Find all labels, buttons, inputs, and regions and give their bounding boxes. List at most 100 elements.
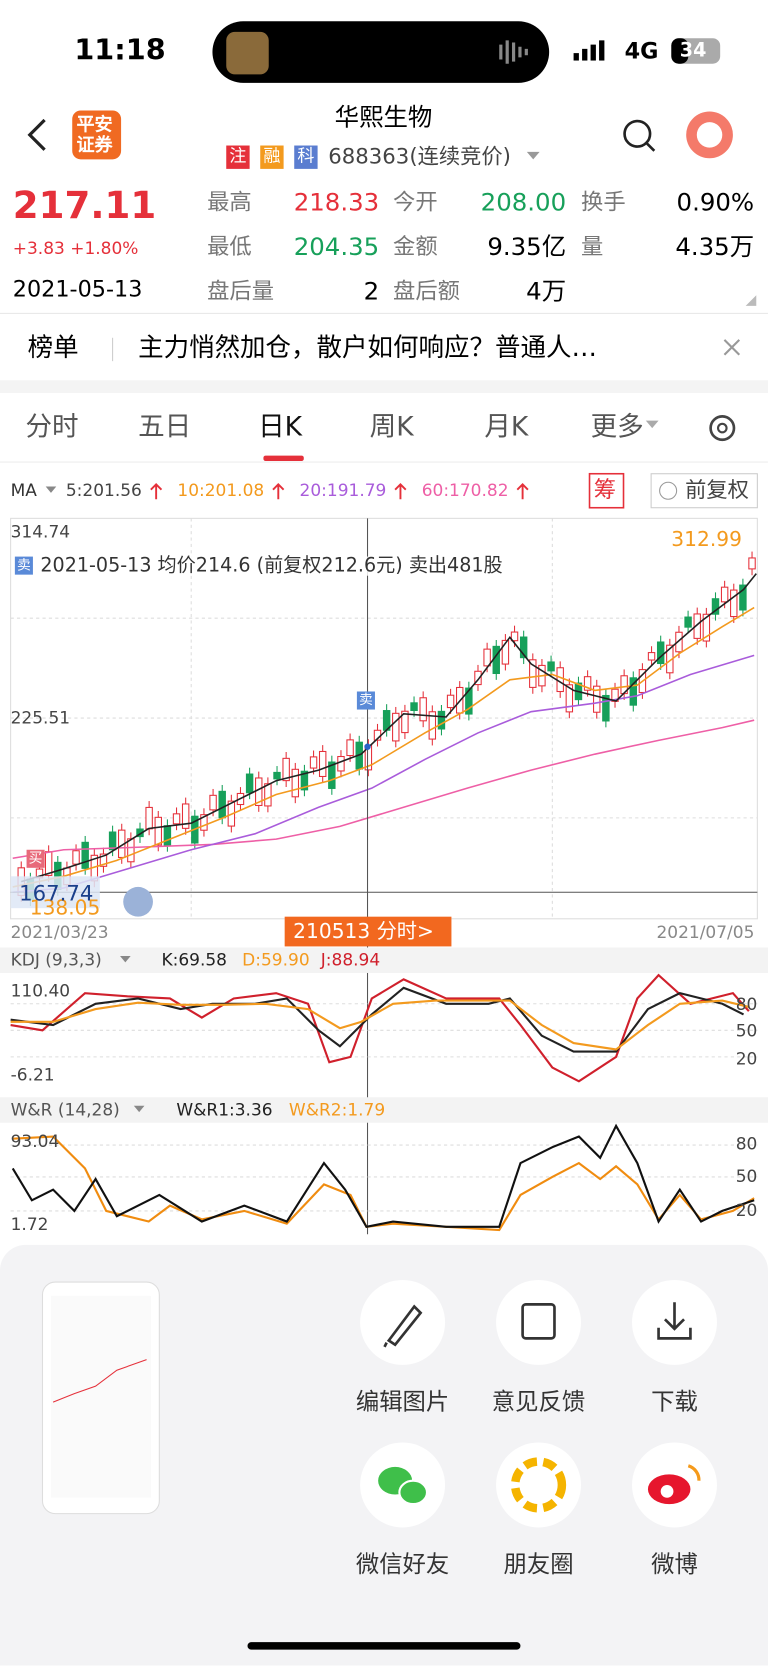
level: 50 bbox=[735, 1166, 758, 1187]
action-label[interactable]: 朋友圈 bbox=[503, 1551, 574, 1579]
field-value: 218.33 bbox=[293, 189, 380, 217]
candle-body bbox=[656, 641, 665, 665]
tab[interactable]: 周K bbox=[369, 411, 414, 442]
candle-body bbox=[483, 648, 491, 667]
candle-body bbox=[72, 850, 80, 865]
tab[interactable]: 分时 bbox=[25, 411, 79, 442]
field-label: 金额 bbox=[393, 233, 438, 260]
annotation-icon: 卖 bbox=[14, 556, 33, 575]
annotation: 2021-05-13 均价214.6 (前复权212.6元) 卖出481股 bbox=[40, 554, 503, 577]
chip-box[interactable] bbox=[588, 472, 625, 509]
field-label: 盘后量 bbox=[207, 278, 275, 304]
wechat-button[interactable] bbox=[360, 1442, 446, 1528]
dropdown-icon[interactable] bbox=[526, 151, 540, 160]
ma-label[interactable]: MA bbox=[10, 480, 37, 501]
candle-body bbox=[154, 816, 162, 846]
tab[interactable]: 更多 bbox=[590, 411, 644, 442]
level: 50 bbox=[735, 1020, 758, 1041]
candle-body bbox=[565, 684, 574, 713]
candle-body bbox=[748, 557, 756, 570]
candle-body bbox=[392, 712, 400, 742]
level: 80 bbox=[735, 994, 758, 1015]
chip[interactable]: 筹 bbox=[593, 476, 617, 503]
axis-label: 1.72 bbox=[10, 1214, 49, 1235]
feedback-button[interactable] bbox=[496, 1279, 582, 1365]
wr2-line bbox=[12, 1135, 755, 1232]
price: 217.11 bbox=[12, 184, 157, 228]
ma20: 20:191.79 bbox=[299, 480, 387, 501]
action-label[interactable]: 微信好友 bbox=[355, 1551, 450, 1579]
candle-body bbox=[264, 783, 272, 807]
kdj-d-line bbox=[10, 999, 750, 1051]
candle-body bbox=[337, 755, 345, 772]
candle-body bbox=[328, 761, 336, 789]
settings-core bbox=[716, 422, 728, 434]
kdj-k-line bbox=[10, 986, 745, 1053]
tag: 融 bbox=[260, 145, 284, 169]
candle-body bbox=[730, 589, 738, 618]
low-label-bg bbox=[10, 876, 100, 909]
kdj-j: J:88.94 bbox=[320, 949, 381, 970]
minute-button[interactable] bbox=[284, 916, 452, 947]
moments-button[interactable] bbox=[496, 1442, 582, 1528]
edit-button[interactable] bbox=[360, 1279, 446, 1365]
minute-link[interactable]: 210513 分时> bbox=[293, 919, 434, 944]
search-icon[interactable] bbox=[623, 119, 652, 148]
candle-body bbox=[163, 825, 172, 846]
action-label[interactable]: 编辑图片 bbox=[355, 1389, 450, 1416]
download-button[interactable] bbox=[632, 1279, 717, 1365]
adjust[interactable]: 前复权 bbox=[685, 476, 749, 503]
battery-level bbox=[671, 38, 689, 64]
back-icon[interactable] bbox=[27, 118, 46, 151]
logo bbox=[72, 110, 122, 160]
candle-body bbox=[401, 710, 409, 734]
ma5-line bbox=[21, 573, 757, 883]
action-label[interactable]: 下载 bbox=[651, 1389, 698, 1416]
ma-arrow bbox=[45, 486, 57, 493]
kdj-d: D:59.90 bbox=[242, 949, 310, 970]
sell-marker: 卖 bbox=[356, 691, 375, 710]
tab-active[interactable]: 日K bbox=[258, 411, 303, 442]
expand-icon[interactable] bbox=[123, 886, 153, 917]
field-value: 204.35 bbox=[293, 233, 380, 262]
wr1-line bbox=[11, 1123, 755, 1229]
adjust-box[interactable] bbox=[650, 473, 758, 509]
field-value: 2 bbox=[363, 278, 380, 306]
low-label: 167.74 bbox=[19, 880, 94, 907]
wr-header-bg bbox=[0, 1097, 768, 1123]
close-icon[interactable] bbox=[723, 339, 741, 356]
candle-body bbox=[218, 790, 226, 819]
weibo-button[interactable] bbox=[632, 1442, 717, 1528]
level: 20 bbox=[735, 1048, 758, 1069]
candle-body bbox=[108, 831, 117, 851]
field-label: 盘后额 bbox=[393, 278, 460, 304]
kdj-j-line bbox=[10, 973, 750, 1083]
candle-body bbox=[446, 694, 455, 709]
crosshair-dot bbox=[364, 743, 371, 750]
time: 11:18 bbox=[74, 33, 166, 67]
up-arrows bbox=[150, 483, 529, 500]
settings-icon[interactable] bbox=[709, 415, 736, 442]
kdj-name[interactable]: KDJ (9,3,3) bbox=[10, 949, 102, 970]
axis-label: 314.74 bbox=[10, 521, 71, 542]
tab[interactable]: 月K bbox=[484, 411, 529, 442]
wr-name[interactable]: W&R (14,28) bbox=[10, 1099, 120, 1120]
kdj-header-bg bbox=[0, 947, 768, 973]
news-tag[interactable]: 榜单 bbox=[27, 332, 79, 363]
action-label[interactable]: 微博 bbox=[651, 1551, 698, 1579]
axis-label: 110.40 bbox=[10, 980, 71, 1001]
info-icon bbox=[659, 481, 678, 500]
action-label[interactable]: 意见反馈 bbox=[491, 1389, 586, 1416]
axis-label: 225.51 bbox=[10, 707, 71, 728]
candle-body bbox=[99, 853, 108, 867]
tab[interactable]: 五日 bbox=[138, 411, 192, 442]
wr-arrow bbox=[133, 1105, 145, 1113]
stock-name: 华熙生物 bbox=[334, 104, 433, 132]
candle-body bbox=[172, 813, 181, 825]
buy-marker: 买 bbox=[26, 849, 45, 868]
field-label: 量 bbox=[581, 233, 604, 260]
candles bbox=[17, 551, 756, 907]
axis-label: 93.04 bbox=[10, 1131, 60, 1152]
candle-body bbox=[81, 841, 89, 869]
news-headline[interactable]: 主力悄然加仓，散户如何响应？普通人… bbox=[138, 332, 597, 363]
